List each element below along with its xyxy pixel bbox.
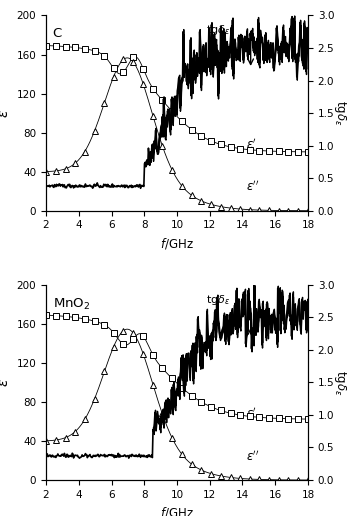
Text: MnO$_2$: MnO$_2$: [52, 297, 90, 312]
Y-axis label: tg$\delta_\varepsilon$: tg$\delta_\varepsilon$: [332, 100, 348, 126]
Text: $\varepsilon''$: $\varepsilon''$: [246, 449, 259, 464]
Y-axis label: $\varepsilon$: $\varepsilon$: [0, 378, 11, 387]
Y-axis label: tg$\delta_\varepsilon$: tg$\delta_\varepsilon$: [332, 369, 348, 395]
Text: $\varepsilon'$: $\varepsilon'$: [246, 137, 257, 152]
Y-axis label: $\varepsilon$: $\varepsilon$: [0, 108, 11, 118]
Text: C: C: [52, 27, 62, 40]
Text: tg$\delta_{\varepsilon}$: tg$\delta_{\varepsilon}$: [206, 293, 230, 307]
X-axis label: $f$/GHz: $f$/GHz: [160, 236, 194, 251]
Text: $\varepsilon''$: $\varepsilon''$: [246, 180, 259, 195]
Text: $\varepsilon'$: $\varepsilon'$: [246, 406, 257, 421]
X-axis label: $f$/GHz: $f$/GHz: [160, 505, 194, 516]
Text: tg$\delta_{\varepsilon}$: tg$\delta_{\varepsilon}$: [206, 23, 230, 37]
